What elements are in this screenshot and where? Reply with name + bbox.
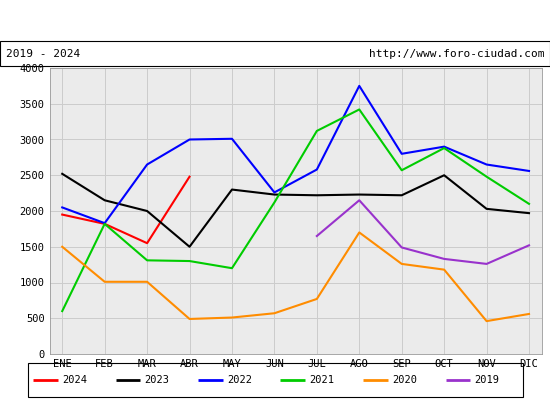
Text: 2020: 2020 [392,375,417,385]
Text: 2019: 2019 [475,375,499,385]
Text: 2023: 2023 [145,375,169,385]
Text: Evolucion Nº Turistas Nacionales en el municipio de Sos del Rey Católico: Evolucion Nº Turistas Nacionales en el m… [33,14,517,28]
Text: 2022: 2022 [227,375,252,385]
Text: 2019 - 2024: 2019 - 2024 [6,49,80,59]
Text: 2024: 2024 [62,375,87,385]
Text: http://www.foro-ciudad.com: http://www.foro-ciudad.com [369,49,544,59]
Text: 2021: 2021 [310,375,334,385]
